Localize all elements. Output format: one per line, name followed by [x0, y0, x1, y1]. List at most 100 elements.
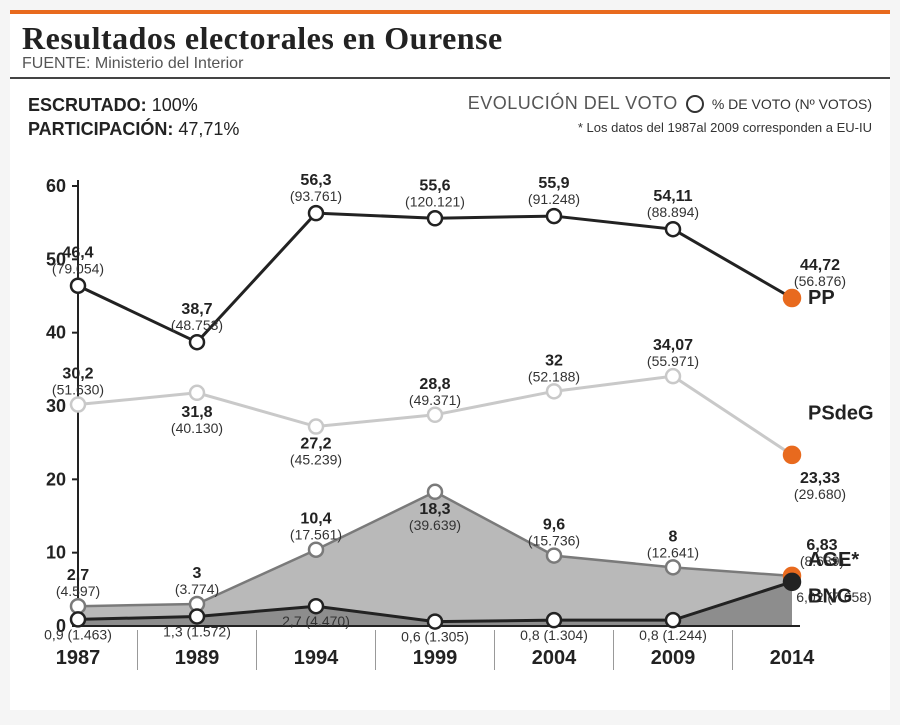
data-sublabel-pp: (91.248) [528, 191, 580, 207]
chart-area: 0102030405060198719891994199920042009201… [22, 156, 878, 686]
series-marker-pp [547, 209, 561, 223]
series-marker-bng [190, 609, 204, 623]
party-label-bng: BNG [808, 585, 852, 607]
data-sublabel-age: (17.561) [290, 526, 342, 542]
data-label-age: 8 [669, 528, 678, 545]
line-chart: 0102030405060198719891994199920042009201… [22, 156, 878, 686]
data-label-age: 9,6 [543, 516, 565, 533]
data-sublabel-psdeg: (49.371) [409, 391, 461, 407]
meta-left: ESCRUTADO: 100% PARTICIPACIÓN: 47,71% [28, 93, 239, 142]
data-sublabel-age: (12.641) [647, 544, 699, 560]
data-label-pp: 54,11 [653, 188, 692, 205]
series-marker-psdeg [547, 384, 561, 398]
source-label: FUENTE: [22, 55, 90, 72]
series-marker-pp [71, 278, 85, 292]
series-marker-age [71, 599, 85, 613]
data-label-psdeg: 30,2 [62, 365, 93, 382]
source-line: FUENTE: Ministerio del Interior [22, 55, 878, 73]
data-label-pp: 55,9 [538, 175, 569, 192]
x-tick-label: 2004 [532, 647, 577, 669]
participacion-label: PARTICIPACIÓN: [28, 119, 173, 139]
data-sublabel-age: (39.639) [409, 516, 461, 532]
series-marker-age [309, 542, 323, 556]
meta-row: ESCRUTADO: 100% PARTICIPACIÓN: 47,71% EV… [10, 79, 890, 142]
series-marker-age [428, 484, 442, 498]
series-marker-bng [784, 573, 800, 589]
escrutado-value: 100% [152, 95, 198, 115]
series-marker-pp [666, 222, 680, 236]
y-tick-label: 40 [46, 322, 66, 342]
data-sublabel-pp: (88.894) [647, 204, 699, 220]
series-marker-age [666, 560, 680, 574]
party-label-psdeg: PSdeG [808, 402, 874, 424]
series-marker-age [547, 548, 561, 562]
participacion-value: 47,71% [178, 119, 239, 139]
data-label-bng: 0,8 (1.244) [639, 627, 707, 643]
series-marker-bng [71, 612, 85, 626]
data-sublabel-psdeg: (55.971) [647, 353, 699, 369]
header: Resultados electorales en Ourense FUENTE… [10, 14, 890, 79]
data-label-age: 2,7 [67, 567, 89, 584]
data-sublabel-pp: (79.054) [52, 260, 104, 276]
legend-marker-icon [686, 95, 704, 113]
data-label-bng: 0,6 (1.305) [401, 628, 469, 644]
series-marker-psdeg [190, 385, 204, 399]
series-marker-pp [190, 335, 204, 349]
chart-container: Resultados electorales en Ourense FUENTE… [10, 10, 890, 710]
data-label-pp: 56,3 [300, 172, 331, 189]
x-tick-label: 2009 [651, 647, 696, 669]
page-title: Resultados electorales en Ourense [22, 20, 878, 57]
data-label-bng: 2,7 (4.470) [282, 613, 350, 629]
data-sublabel-psdeg: (40.130) [171, 419, 223, 435]
data-sublabel-psdeg: (52.188) [528, 368, 580, 384]
series-marker-bng [428, 614, 442, 628]
data-sublabel-psdeg: (51.630) [52, 381, 104, 397]
data-sublabel-psdeg: (29.680) [794, 486, 846, 502]
data-label-psdeg: 31,8 [181, 403, 212, 420]
y-tick-label: 20 [46, 469, 66, 489]
data-sublabel-pp: (48.753) [171, 317, 223, 333]
series-marker-bng [547, 613, 561, 627]
data-label-psdeg: 27,2 [300, 435, 331, 452]
y-tick-label: 60 [46, 176, 66, 196]
data-sublabel-age: (3.774) [175, 581, 219, 597]
x-tick-label: 1987 [56, 647, 101, 669]
data-label-age: 3 [193, 565, 202, 582]
data-label-bng: 1,3 (1.572) [163, 623, 231, 639]
data-label-psdeg: 23,33 [800, 470, 840, 487]
party-label-pp: PP [808, 287, 835, 309]
data-sublabel-pp: (93.761) [290, 188, 342, 204]
party-label-age: AGE* [808, 549, 859, 571]
meta-right: EVOLUCIÓN DEL VOTO % DE VOTO (Nº VOTOS) … [468, 93, 872, 135]
series-marker-psdeg [666, 369, 680, 383]
series-marker-psdeg [428, 407, 442, 421]
series-marker-bng [666, 613, 680, 627]
data-label-psdeg: 32 [545, 352, 563, 369]
evolution-label: EVOLUCIÓN DEL VOTO [468, 93, 678, 114]
x-tick-label: 1994 [294, 647, 339, 669]
data-sublabel-age: (15.736) [528, 532, 580, 548]
series-marker-psdeg [71, 397, 85, 411]
data-label-age: 10,4 [300, 510, 331, 527]
footnote: * Los datos del 1987al 2009 corresponden… [468, 120, 872, 135]
data-label-pp: 38,7 [181, 301, 212, 318]
evolution-legend: EVOLUCIÓN DEL VOTO % DE VOTO (Nº VOTOS) [468, 93, 872, 114]
data-label-pp: 55,6 [419, 177, 450, 194]
data-label-pp: 44,72 [800, 257, 840, 274]
y-tick-label: 30 [46, 396, 66, 416]
escrutado-label: ESCRUTADO: [28, 95, 147, 115]
data-label-pp: 46,4 [62, 244, 93, 261]
x-tick-label: 1999 [413, 647, 458, 669]
series-marker-psdeg [309, 419, 323, 433]
series-marker-bng [309, 599, 323, 613]
series-marker-pp [309, 206, 323, 220]
legend-text: % DE VOTO (Nº VOTOS) [712, 96, 872, 112]
data-sublabel-age: (4.597) [56, 583, 100, 599]
series-marker-pp [428, 211, 442, 225]
x-tick-label: 2014 [770, 647, 815, 669]
data-label-bng: 0,8 (1.304) [520, 627, 588, 643]
data-label-psdeg: 28,8 [419, 375, 450, 392]
data-sublabel-psdeg: (45.239) [290, 451, 342, 467]
data-sublabel-pp: (120.121) [405, 193, 465, 209]
series-marker-pp [784, 290, 800, 306]
